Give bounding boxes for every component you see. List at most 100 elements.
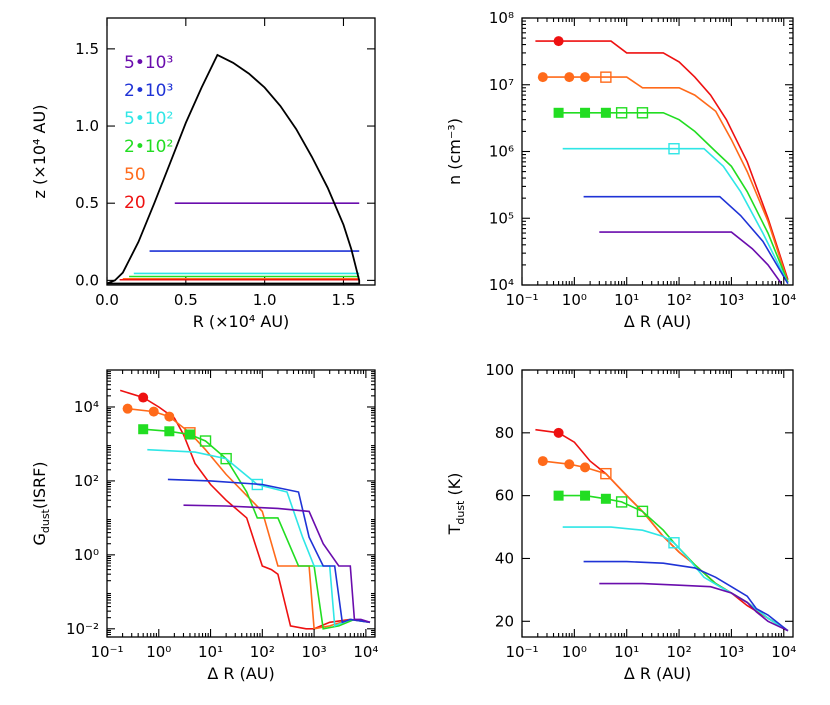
y-axis-label: Gdust(ISRF) xyxy=(30,461,52,545)
legend-entry-2e3: 2•10³ xyxy=(124,81,173,101)
marker-filled-square xyxy=(553,490,564,501)
marker-open-square xyxy=(668,143,680,155)
series-line-5e3 xyxy=(599,582,789,632)
panel-tdust: 10⁻¹ 10⁰ 10¹ 10² 10³ 10⁴ 20 40 60 80 100 Δ R (AU) Td… xyxy=(445,361,796,683)
marker-filled-square xyxy=(553,107,564,118)
y-axis-label-part: T xyxy=(445,524,464,535)
cloud-outline xyxy=(106,53,361,285)
marker-open-square xyxy=(636,505,649,518)
x-tick-label: 10⁻¹ xyxy=(90,643,123,661)
marker-open-square xyxy=(615,107,628,119)
y-tick-label: 10² xyxy=(74,472,99,490)
marker-filled-circle xyxy=(537,72,548,83)
marker-filled-circle xyxy=(122,403,133,414)
marker-filled-circle xyxy=(580,462,591,473)
y-tick-label: 60 xyxy=(495,487,514,505)
y-tick-label: 80 xyxy=(495,424,514,442)
x-tick-label: 10¹ xyxy=(614,291,639,309)
x-tick-label: 10⁻¹ xyxy=(505,291,538,309)
x-tick-label: 10⁴ xyxy=(771,643,796,661)
x-tick-label: 10¹ xyxy=(198,643,223,661)
x-axis-label: Δ R (AU) xyxy=(624,664,691,683)
series-line-2e3 xyxy=(583,560,789,632)
y-tick-label: 10⁷ xyxy=(489,76,514,94)
y-tick-label: 20 xyxy=(495,612,514,630)
series-line-2e2 xyxy=(143,428,371,630)
panel-density: 10⁻¹ 10⁰ 10¹ 10² 10³ 10⁴ 10⁴ 10⁵ 10⁶ 10⁷ 10⁸ Δ R (A… xyxy=(445,9,796,331)
panel-gdust: 10⁻¹ 10⁰ 10¹ 10² 10³ 10⁴ 10⁻² 10⁰ 10² 10⁴ Δ R (AU)… xyxy=(30,369,378,683)
series-line-5e3 xyxy=(183,504,371,624)
marker-filled-circle xyxy=(553,427,564,438)
marker-open-square xyxy=(220,452,232,465)
marker-filled-circle xyxy=(148,406,159,417)
x-tick-label: 10⁴ xyxy=(353,643,378,661)
y-axis-label-part: dust xyxy=(454,500,467,525)
marker-open-square xyxy=(600,71,612,83)
y-tick-label: 10⁴ xyxy=(74,398,99,416)
x-axis-label: R (×10⁴ AU) xyxy=(193,312,290,331)
y-tick-label: 100 xyxy=(485,361,514,379)
x-axis-label: Δ R (AU) xyxy=(624,312,691,331)
x-tick-label: 1.0 xyxy=(253,291,277,309)
plot-frame xyxy=(521,369,794,638)
x-tick-label: 10⁰ xyxy=(146,643,171,661)
y-tick-label: 10⁶ xyxy=(489,143,514,161)
series-line-5e3 xyxy=(599,231,783,285)
y-tick-label: 10⁻² xyxy=(66,620,99,638)
plot-frame xyxy=(106,369,376,638)
x-tick-label: 10² xyxy=(667,291,692,309)
y-axis-label: z (×10⁴ AU) xyxy=(30,105,49,199)
y-axis-label-part: G xyxy=(30,533,49,545)
marker-filled-circle xyxy=(564,459,575,470)
y-tick-label: 10⁰ xyxy=(74,546,99,564)
panel-geometry: 0.0 0.5 1.0 1.5 0.0 0.5 1.0 1.5 R (×10⁴ AU) z (×1… xyxy=(30,17,376,331)
y-tick-label: 0.0 xyxy=(75,271,99,289)
y-tick-label: 0.5 xyxy=(75,194,99,212)
x-tick-label: 10⁴ xyxy=(771,291,796,309)
x-tick-label: 10³ xyxy=(719,643,744,661)
marker-filled-square xyxy=(600,107,611,118)
x-tick-label: 10⁰ xyxy=(562,291,587,309)
series-line-2e3 xyxy=(167,478,371,624)
marker-filled-circle xyxy=(164,411,175,422)
x-axis-label: Δ R (AU) xyxy=(207,664,274,683)
marker-open-square xyxy=(636,107,649,119)
marker-filled-square xyxy=(138,424,149,435)
x-tick-label: 0.5 xyxy=(174,291,198,309)
x-tick-label: 10⁻¹ xyxy=(505,643,538,661)
legend-entry-20: 20 xyxy=(124,193,146,213)
x-tick-label: 10³ xyxy=(302,643,327,661)
series-line-50 xyxy=(542,76,789,283)
y-tick-label: 10⁴ xyxy=(489,276,514,294)
series-line-2e2 xyxy=(558,494,789,632)
x-tick-label: 10⁰ xyxy=(562,643,587,661)
y-tick-label: 1.5 xyxy=(75,40,99,58)
marker-open-square xyxy=(199,435,212,447)
marker-filled-square xyxy=(580,107,591,118)
y-axis-label-part: dust xyxy=(39,508,52,533)
y-tick-label: 10⁵ xyxy=(489,209,514,227)
legend-entry-50: 50 xyxy=(124,165,146,185)
y-axis-label: Tdust (K) xyxy=(445,473,467,536)
x-tick-label: 10² xyxy=(667,643,692,661)
x-tick-label: 10² xyxy=(250,643,275,661)
x-tick-label: 10³ xyxy=(719,291,744,309)
series-line-20 xyxy=(535,40,789,280)
series-line-50 xyxy=(127,407,371,630)
y-tick-label: 40 xyxy=(495,549,514,567)
legend-entry-5e3: 5•10³ xyxy=(124,53,173,73)
plot-frame xyxy=(106,17,376,286)
marker-filled-circle xyxy=(138,392,149,403)
marker-filled-square xyxy=(184,429,195,440)
marker-filled-circle xyxy=(580,72,591,83)
marker-filled-circle xyxy=(564,72,575,83)
legend-entry-5e2: 5•10² xyxy=(124,109,173,129)
plot-frame xyxy=(521,17,794,286)
marker-open-square xyxy=(615,496,628,508)
x-tick-label: 0.0 xyxy=(95,291,119,309)
series-line-2e2 xyxy=(558,112,789,283)
marker-filled-square xyxy=(164,426,175,437)
x-tick-label: 10¹ xyxy=(614,643,639,661)
marker-filled-square xyxy=(580,490,591,501)
